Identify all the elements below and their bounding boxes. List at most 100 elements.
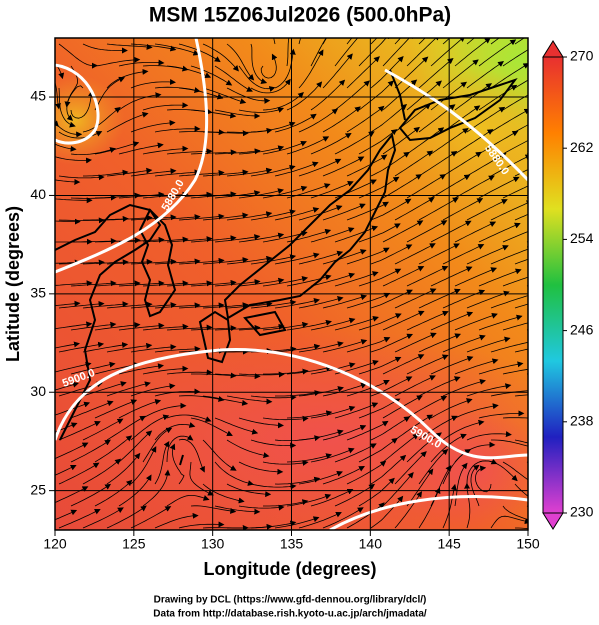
streamline [298, 296, 344, 309]
streamline [514, 124, 528, 133]
streamline [94, 399, 138, 419]
streamline [202, 43, 239, 72]
colorbar-extend [542, 512, 564, 530]
streamline [502, 322, 528, 331]
streamline [166, 324, 213, 331]
streamline [263, 368, 309, 375]
streamline [226, 167, 273, 177]
streamline [466, 336, 511, 353]
streamline [334, 38, 359, 67]
streamline [358, 477, 395, 507]
streamline [346, 502, 385, 529]
streamline [154, 169, 201, 177]
streamline [55, 300, 81, 307]
y-tick-label: 35 [30, 285, 46, 301]
streamline [466, 290, 510, 309]
streamline [250, 520, 297, 529]
axes: 120 125 130 135 140 145 150 25 30 35 40 45 [30, 88, 539, 552]
streamline [238, 277, 285, 287]
streamline [490, 515, 528, 529]
streamline [250, 483, 297, 490]
y-axis-label: Latitude (degrees) [3, 206, 23, 362]
streamline [430, 433, 467, 463]
streamline [238, 232, 285, 243]
streamline [250, 209, 296, 221]
streamline [382, 433, 419, 463]
streamline [358, 268, 402, 287]
streamline [142, 402, 187, 419]
streamline [130, 302, 177, 309]
streamline [178, 213, 225, 221]
streamline [274, 48, 296, 89]
streamline [190, 149, 237, 156]
streamline [106, 452, 141, 485]
streamline [322, 424, 367, 441]
streamline [142, 102, 189, 111]
streamline [286, 453, 333, 463]
streamline [490, 38, 500, 45]
streamline [490, 341, 528, 353]
streamline [106, 68, 149, 89]
streamline [418, 38, 426, 45]
streamline [502, 368, 528, 375]
streamline [166, 191, 213, 199]
streamline [478, 176, 520, 199]
streamline [70, 280, 117, 287]
streamline [442, 334, 486, 353]
streamline [442, 38, 451, 45]
streamline [94, 280, 141, 287]
streamline [250, 78, 291, 94]
streamline [502, 276, 528, 287]
streamline [238, 323, 285, 331]
streamline [70, 439, 111, 463]
streamline [94, 76, 126, 111]
streamline [334, 80, 370, 111]
streamline [178, 87, 224, 100]
streamline [418, 415, 458, 441]
streamline [70, 400, 114, 419]
streamline [406, 354, 449, 375]
streamline [358, 313, 402, 331]
streamline [262, 415, 309, 422]
streamline [190, 235, 237, 243]
streamline [406, 432, 442, 463]
y-tick-label: 25 [30, 481, 46, 497]
streamline [178, 395, 225, 402]
streamline [118, 398, 162, 419]
streamline [83, 169, 129, 177]
streamline [55, 422, 78, 433]
streamline [358, 356, 402, 375]
streamline [418, 150, 458, 177]
streamline [442, 289, 486, 309]
streamline [178, 302, 225, 309]
streamline [118, 430, 153, 463]
streamline [82, 418, 124, 441]
streamline [514, 483, 528, 497]
streamline [346, 460, 387, 485]
streamline [130, 214, 177, 221]
streamline [310, 447, 355, 463]
contour-line [384, 68, 528, 182]
streamline [226, 483, 272, 498]
streamline [154, 422, 196, 441]
streamline [238, 371, 285, 378]
streamline [55, 259, 81, 266]
streamline [250, 43, 268, 84]
streamline [466, 199, 508, 221]
streamline [418, 288, 461, 309]
streamline [106, 214, 153, 221]
colorbar-extend [542, 40, 564, 58]
streamline [514, 348, 528, 353]
streamline [55, 341, 80, 349]
streamline [430, 220, 472, 243]
x-tick-label: 130 [201, 536, 225, 552]
coastline [223, 132, 397, 320]
streamline [190, 191, 237, 199]
streamline [286, 274, 332, 287]
streamline [286, 81, 323, 111]
streamline [502, 185, 528, 199]
streamline [130, 168, 177, 177]
streamline [106, 381, 151, 397]
contour-line [55, 38, 209, 274]
streamline [274, 161, 319, 177]
